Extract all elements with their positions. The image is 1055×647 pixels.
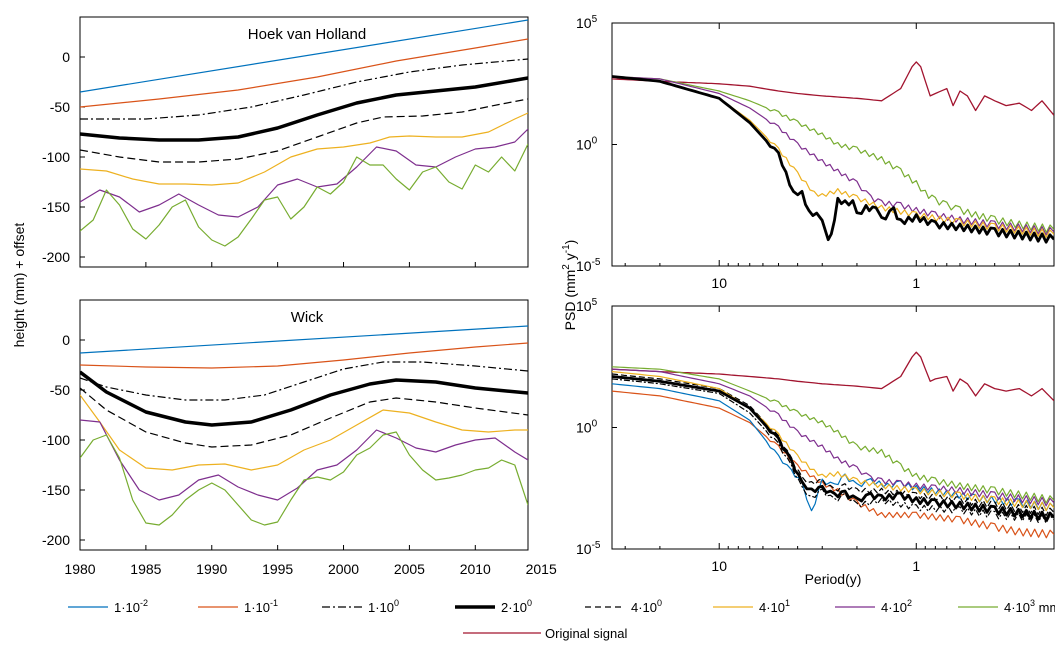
axes-box [79, 299, 529, 551]
series-line [80, 58, 528, 120]
series-line [80, 76, 528, 142]
legend-label: 4·101 [759, 598, 790, 615]
x-tick-label: 1990 [196, 561, 227, 577]
x-tick-label: 2000 [328, 561, 359, 577]
series-line [80, 387, 528, 448]
x-tick-label: 1995 [262, 561, 293, 577]
y-tick-label: -100 [42, 432, 70, 448]
panel-left-top: 0 -50 -100 -150 -200 Hoek van Holland [42, 16, 529, 268]
x-tick-label: 10 [711, 558, 727, 574]
axes-box [79, 16, 529, 268]
y-tick-label: -200 [42, 249, 70, 265]
series-line [80, 98, 528, 163]
series-line [80, 325, 528, 354]
series-line [612, 366, 1054, 504]
series-line [80, 143, 528, 247]
x-tick-label: 1980 [64, 561, 95, 577]
series-line [80, 370, 528, 427]
series-line [612, 61, 1054, 116]
panel-title: Wick [291, 309, 324, 326]
y-tick-label: -150 [42, 482, 70, 498]
y-tick-label: -100 [42, 149, 70, 165]
legend-label: 4·103 mm2/y3 [1004, 598, 1055, 615]
y-tick-label: 100 [576, 136, 598, 153]
y-tick-label: 0 [62, 49, 70, 65]
legend-label: 1·10-1 [244, 598, 278, 615]
y-tick-label: -50 [50, 382, 70, 398]
series-line [80, 361, 528, 401]
y-tick-label: 0 [62, 332, 70, 348]
series-line [80, 419, 528, 501]
y-axis-label-left: height (mm) + offset [11, 223, 27, 348]
series-line [612, 371, 1054, 512]
series-line [612, 351, 1054, 402]
series-line [612, 75, 1054, 233]
x-tick-label: 2015 [526, 561, 557, 577]
series-line [612, 75, 1054, 244]
panel-left-bottom: 0 -50 -100 -150 -200 1980 1985 1990 1995 2000 2005… [42, 299, 557, 577]
series-line [612, 378, 1054, 524]
series-line [612, 390, 1054, 539]
series-line [80, 19, 528, 93]
y-tick-label: 10-5 [576, 540, 601, 557]
series-line [80, 128, 528, 218]
y-tick-label: 100 [576, 419, 598, 436]
y-tick-label: 105 [576, 14, 598, 31]
series-line [612, 375, 1054, 522]
legend-label: 2·100 [501, 598, 532, 615]
panel-title: Hoek van Holland [248, 26, 366, 43]
x-tick-label: 2010 [460, 561, 491, 577]
x-axis-label: Period(y) [805, 571, 862, 587]
legend-label: 4·102 [881, 598, 912, 615]
y-tick-label: -50 [50, 99, 70, 115]
y-axis-label-right: PSD (mm2 y-1) [561, 240, 578, 331]
y-tick-label: -150 [42, 199, 70, 215]
series-line [80, 394, 528, 471]
series-line [80, 38, 528, 108]
x-tick-label: 1 [912, 558, 920, 574]
y-tick-label: 10-5 [576, 257, 601, 274]
legend-label: 4·100 [631, 598, 662, 615]
panel-right-bottom: 10-5 100 105 10 1 [576, 297, 1055, 574]
legend-label: 1·100 [368, 598, 399, 615]
series-line [612, 373, 1054, 517]
y-tick-label: 105 [576, 297, 598, 314]
x-tick-label: 2005 [394, 561, 425, 577]
x-tick-label: 1 [912, 275, 920, 291]
y-tick-label: -200 [42, 532, 70, 548]
series-line [612, 75, 1054, 236]
x-tick-label: 10 [711, 275, 727, 291]
series-line [80, 431, 528, 526]
legend-label: 1·10-2 [114, 598, 148, 615]
legend: 1·10-2 1·10-1 1·100 2·100 4·100 4·101 4·102 4·1… [68, 598, 1055, 641]
x-tick-label: 1985 [130, 561, 161, 577]
legend-label-original: Original signal [545, 626, 627, 641]
series-line [80, 342, 528, 369]
series-line [612, 75, 1054, 238]
panel-right-top: 10-5 100 105 10 1 [576, 14, 1055, 291]
series-line [612, 368, 1054, 507]
series-line [80, 112, 528, 186]
